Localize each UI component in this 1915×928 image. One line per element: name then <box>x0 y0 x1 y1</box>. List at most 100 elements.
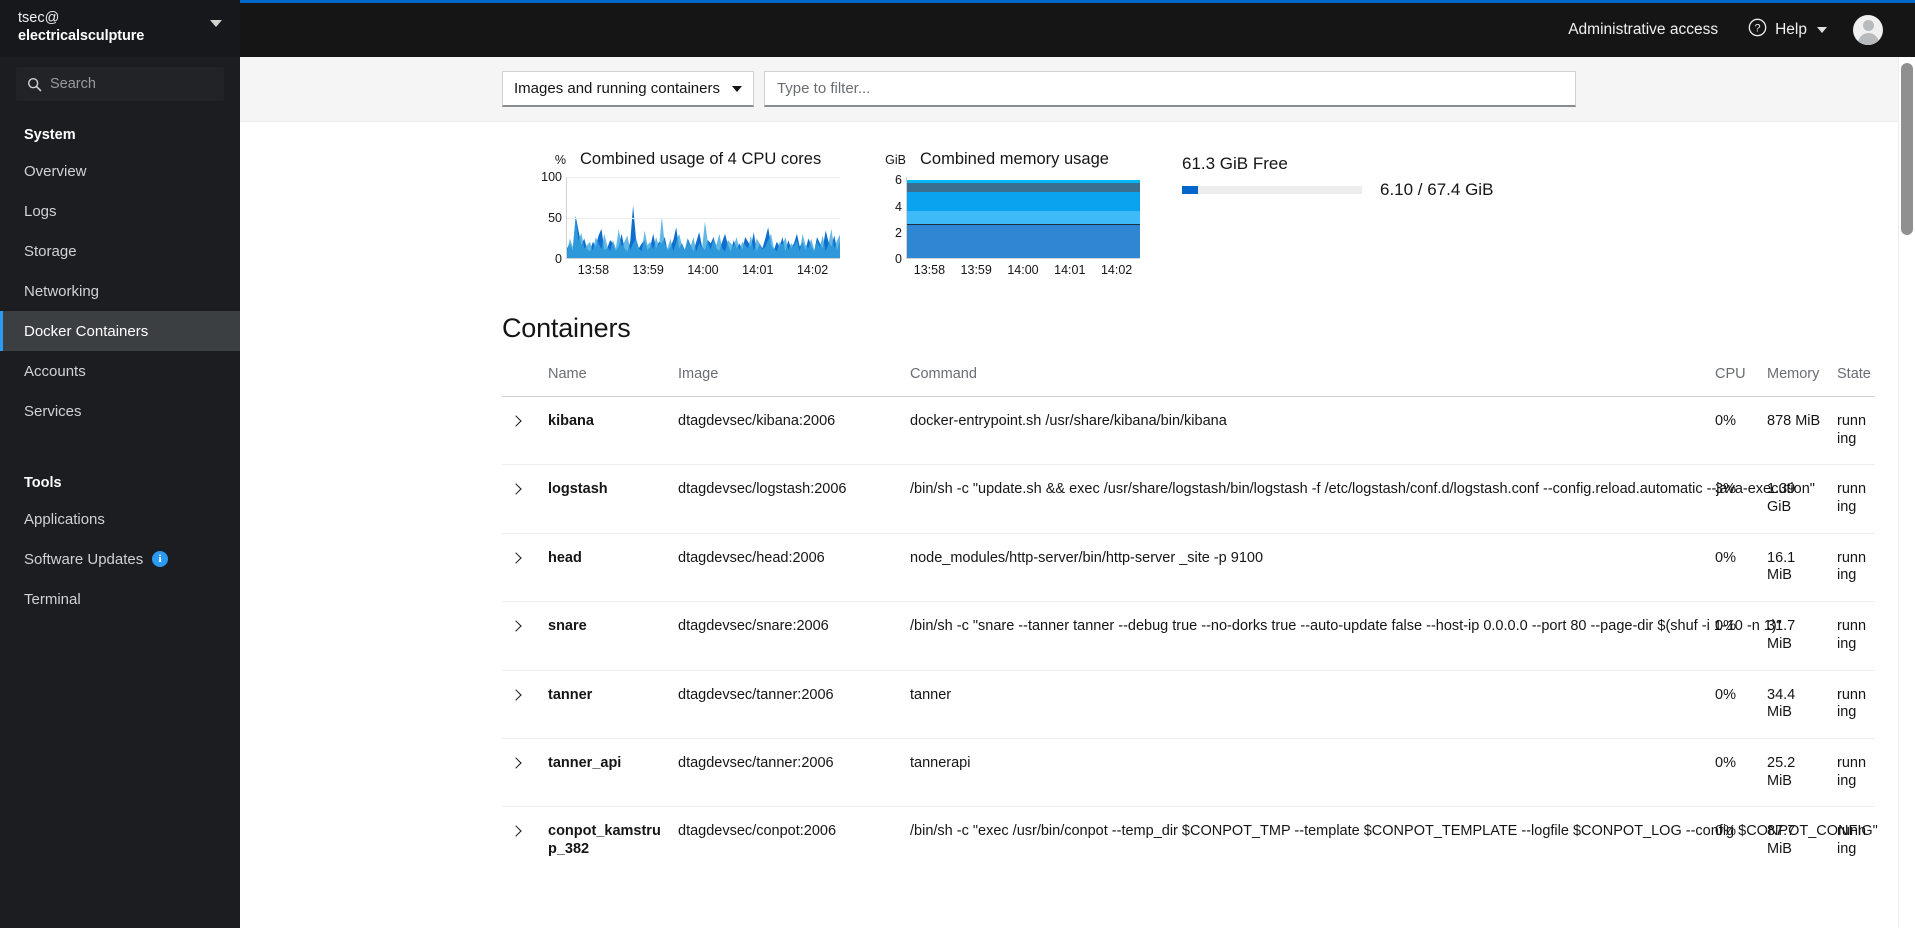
chevron-right-icon[interactable] <box>510 825 522 837</box>
table-row[interactable]: tanner dtagdevsec/tanner:2006 tanner 0% 34.4… <box>502 669 1875 739</box>
memory-chart-header: GiB Combined memory usage <box>880 150 1140 169</box>
gridline <box>567 177 840 178</box>
search-input[interactable] <box>50 76 213 92</box>
table-row[interactable]: logstash dtagdevsec/logstash:2006/bin/sh … <box>502 464 1875 534</box>
search-box[interactable] <box>16 67 224 101</box>
table-row[interactable]: head dtagdevsec/head:2006 node_modules/htt… <box>502 532 1875 602</box>
memory-gauge-ratio: 6.10 / 67.4 GiB <box>1380 180 1494 199</box>
chevron-right-icon[interactable] <box>510 552 522 564</box>
memory-chart-x-axis: 13:58 13:59 14:00 14:01 14:02 <box>906 259 1140 277</box>
memory-ytick-4: 4 <box>895 199 902 214</box>
sidebar-item-label: Networking <box>24 282 100 300</box>
table-row[interactable]: conpot_kamstrup_382 dtagdevsec/conpot:200… <box>502 806 1878 875</box>
container-scope-select-value: Images and running containers <box>514 80 720 97</box>
sidebar-item-storage[interactable]: Storage <box>0 231 240 271</box>
cpu-usage-chart: % Combined usage of 4 CPU cores 100 50 0 <box>540 150 840 277</box>
sidebar-item-label: Services <box>24 402 82 420</box>
chevron-down-icon <box>210 20 222 27</box>
cell-state: running <box>1829 601 1875 670</box>
table-row[interactable]: tanner_api dtagdevsec/tanner:2006 tannerap… <box>502 737 1875 807</box>
cpu-xtick: 13:58 <box>577 263 610 277</box>
memory-xtick: 14:01 <box>1054 263 1086 277</box>
cell-cpu: 0% <box>1707 395 1759 465</box>
memory-band-light <box>907 210 1140 224</box>
sidebar-item-docker-containers[interactable]: Docker Containers <box>0 311 240 351</box>
chevron-right-icon[interactable] <box>510 415 522 427</box>
cell-memory: 878 MiB <box>1759 395 1829 465</box>
row-expand-toggle[interactable] <box>502 532 540 602</box>
info-badge-icon: i <box>152 551 168 567</box>
sidebar-search-wrap <box>0 57 240 111</box>
column-header-cpu: CPU <box>1715 366 1746 382</box>
row-expand-toggle[interactable] <box>502 601 540 670</box>
memory-band-dark <box>907 183 1140 193</box>
cpu-chart-plot <box>566 177 840 259</box>
sidebar-item-terminal[interactable]: Terminal <box>0 579 240 619</box>
memory-ytick-0: 0 <box>895 252 902 266</box>
sidebar-item-services[interactable]: Services <box>0 391 240 431</box>
cpu-ytick-0: 0 <box>555 252 562 266</box>
cell-state: running <box>1829 464 1875 534</box>
sidebar-item-applications[interactable]: Applications <box>0 499 240 539</box>
cell-command: tannerapi <box>902 737 1707 807</box>
cpu-xtick: 14:02 <box>796 263 829 277</box>
page-scrollbar-thumb[interactable] <box>1901 63 1913 235</box>
avatar <box>1853 15 1883 45</box>
row-expand-toggle[interactable] <box>502 464 540 534</box>
cell-name: kibana <box>540 395 670 465</box>
cell-memory: 25.2 MiB <box>1759 737 1829 807</box>
table-row[interactable]: kibana dtagdevsec/kibana:2006 docker-entry… <box>502 395 1875 465</box>
sidebar-item-logs[interactable]: Logs <box>0 191 240 231</box>
content-area: % Combined usage of 4 CPU cores 100 50 0 <box>240 122 1915 928</box>
administrative-access-button[interactable]: Administrative access <box>1568 21 1719 38</box>
page-scrollbar[interactable] <box>1898 57 1915 928</box>
help-menu-button[interactable]: ? Help <box>1748 18 1827 42</box>
cell-command: /bin/sh -c "snare --tanner tanner --debu… <box>902 601 1782 670</box>
cell-command: node_modules/http-server/bin/http-server… <box>902 532 1707 602</box>
cell-memory: 31.7 MiB <box>1759 601 1829 670</box>
cpu-ytick-100: 100 <box>541 170 562 184</box>
filter-input[interactable] <box>763 71 1576 107</box>
table-row[interactable]: snare dtagdevsec/snare:2006/bin/sh -c "sn… <box>502 601 1875 670</box>
chevron-right-icon[interactable] <box>510 620 522 632</box>
sidebar-item-networking[interactable]: Networking <box>0 271 240 311</box>
row-expand-toggle[interactable] <box>502 669 540 739</box>
user-menu-button[interactable] <box>1853 15 1899 45</box>
memory-xtick: 13:58 <box>913 263 946 277</box>
memory-usage-chart: GiB Combined memory usage 6 4 2 0 13: <box>840 150 1140 277</box>
sidebar-item-label: Applications <box>24 510 105 528</box>
sidebar-item-software-updates[interactable]: Software Updates i <box>0 539 240 579</box>
chevron-right-icon[interactable] <box>510 483 522 496</box>
sidebar-account-user: tsec@ <box>18 10 60 26</box>
cell-name: head <box>540 532 670 602</box>
column-header-image: Image <box>678 366 719 382</box>
sidebar-item-label: Docker Containers <box>24 322 149 340</box>
sidebar-item-overview[interactable]: Overview <box>0 151 240 191</box>
memory-xtick: 14:02 <box>1100 263 1133 277</box>
gridline <box>567 218 840 219</box>
chevron-right-icon[interactable] <box>510 688 522 701</box>
cell-name: conpot_kamstrup_382 <box>540 806 670 875</box>
cpu-xtick: 14:00 <box>687 263 719 277</box>
row-expand-toggle[interactable] <box>502 806 540 875</box>
containers-table-head: Name Image Command CPU Memory State <box>502 360 1875 397</box>
sidebar-account-switcher[interactable]: tsec@ electricalsculpture <box>0 0 240 57</box>
cell-name: tanner_api <box>540 737 670 807</box>
cell-state: running <box>1829 737 1875 807</box>
chevron-right-icon[interactable] <box>510 757 522 769</box>
memory-chart-unit: GiB <box>885 153 906 167</box>
cell-image: dtagdevsec/tanner:2006 <box>670 737 902 807</box>
cpu-ytick-50: 50 <box>548 211 562 225</box>
cell-image: dtagdevsec/tanner:2006 <box>670 669 902 739</box>
cell-memory: 1.39 GiB <box>1759 464 1829 534</box>
row-expand-toggle[interactable] <box>502 737 540 807</box>
container-scope-select[interactable]: Images and running containers <box>502 71 754 107</box>
row-expand-toggle[interactable] <box>502 395 540 465</box>
sidebar-item-accounts[interactable]: Accounts <box>0 351 240 391</box>
cell-image: dtagdevsec/logstash:2006 <box>670 464 902 534</box>
memory-chart-y-axis: 6 4 2 0 <box>880 173 906 266</box>
cell-cpu: 3% <box>1707 464 1759 534</box>
help-label: Help <box>1775 21 1807 38</box>
sidebar-group-title-system: System <box>24 127 76 143</box>
